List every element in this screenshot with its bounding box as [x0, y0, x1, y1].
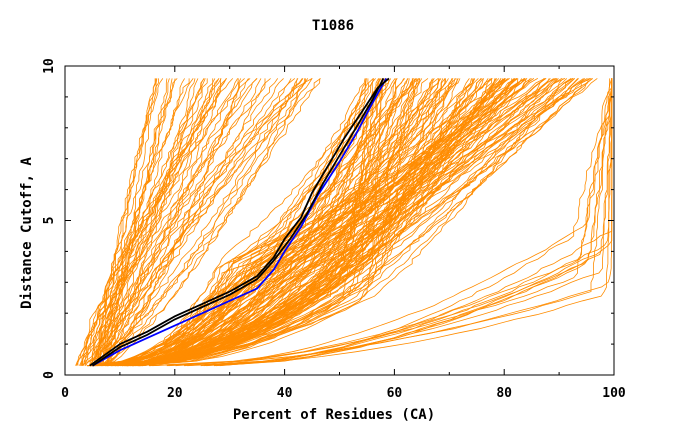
- model-line: [80, 78, 321, 367]
- model-line: [96, 78, 573, 367]
- model-line: [137, 78, 446, 367]
- chart-title: T1086: [312, 18, 354, 34]
- model-line: [129, 78, 519, 367]
- model-line: [130, 78, 374, 367]
- highlight-lines: [89, 77, 390, 367]
- model-line: [101, 78, 258, 367]
- model-line: [91, 78, 517, 367]
- y-axis-label: Distance Cutoff, A: [19, 157, 35, 309]
- highlight-series-0: [92, 77, 387, 367]
- model-line: [83, 78, 214, 366]
- model-line: [115, 78, 429, 367]
- model-line: [82, 78, 178, 366]
- model-line: [89, 78, 220, 366]
- model-line: [97, 78, 220, 366]
- model-line: [85, 78, 304, 366]
- model-line: [93, 78, 228, 366]
- model-line: [77, 78, 271, 366]
- model-line: [206, 78, 613, 367]
- model-line: [119, 78, 558, 367]
- x-tick-label: 80: [496, 386, 512, 401]
- model-line: [96, 78, 292, 366]
- model-line: [133, 78, 575, 367]
- model-line: [200, 78, 613, 367]
- model-line: [96, 78, 309, 367]
- model-line: [108, 78, 303, 366]
- model-line: [128, 78, 489, 367]
- model-line: [105, 78, 221, 367]
- model-line: [106, 78, 376, 367]
- highlight-series-1: [89, 77, 390, 367]
- model-line: [89, 78, 194, 366]
- model-line: [87, 78, 505, 367]
- model-line: [79, 78, 185, 366]
- model-line: [132, 78, 416, 367]
- model-line: [139, 78, 566, 367]
- model-line: [106, 78, 284, 366]
- x-tick-label: 100: [602, 386, 626, 401]
- model-line: [132, 78, 496, 367]
- model-line: [105, 78, 170, 366]
- x-axis-label: Percent of Residues (CA): [233, 407, 435, 423]
- model-line: [93, 78, 526, 367]
- model-line: [89, 78, 513, 367]
- y-tick-label: 0: [42, 371, 57, 379]
- model-line: [122, 78, 527, 367]
- model-line: [100, 78, 245, 366]
- model-line: [149, 78, 613, 367]
- model-line: [184, 78, 613, 367]
- model-line: [76, 78, 251, 366]
- model-line: [107, 78, 484, 367]
- model-line: [98, 78, 159, 366]
- model-line: [126, 78, 474, 367]
- model-line: [103, 78, 296, 366]
- x-tick-label: 0: [61, 386, 69, 401]
- model-line: [109, 78, 525, 367]
- model-line: [142, 78, 383, 367]
- model-line: [99, 78, 535, 367]
- model-line: [138, 78, 418, 367]
- model-line: [175, 78, 613, 367]
- model-line: [126, 78, 398, 367]
- y-tick-label: 5: [42, 217, 57, 225]
- model-line: [107, 78, 457, 367]
- axis-ticks: 0 20 40 60 80 100 0 5 10: [42, 58, 626, 401]
- model-line: [219, 78, 611, 367]
- model-line: [87, 78, 564, 367]
- model-lines: [75, 78, 613, 367]
- model-line: [132, 78, 547, 367]
- y-tick-label: 10: [42, 58, 57, 74]
- model-line: [87, 78, 498, 367]
- model-line: [104, 78, 242, 367]
- x-tick-label: 20: [167, 386, 183, 401]
- model-line: [110, 78, 506, 367]
- model-line: [152, 78, 613, 367]
- model-line: [136, 78, 591, 367]
- model-line: [140, 78, 550, 367]
- model-line: [97, 78, 262, 366]
- x-tick-label: 60: [387, 386, 403, 401]
- model-line: [117, 78, 508, 367]
- x-tick-label: 40: [277, 386, 293, 401]
- model-line: [93, 78, 458, 367]
- model-line: [99, 78, 589, 367]
- model-line: [135, 78, 385, 367]
- model-line: [93, 78, 227, 366]
- highlight-series-2: [91, 77, 385, 367]
- model-line: [91, 78, 173, 366]
- model-line: [141, 78, 421, 367]
